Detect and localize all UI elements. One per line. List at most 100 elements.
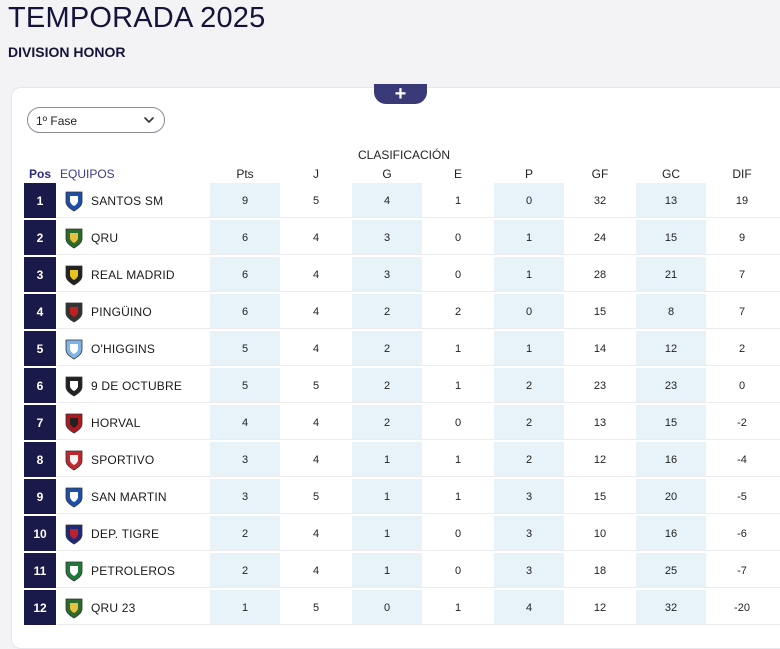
e-cell: 0 xyxy=(454,527,462,540)
p-cell: 1 xyxy=(494,257,564,292)
team-name: QRU xyxy=(91,230,119,245)
team-name: QRU 23 xyxy=(91,600,136,615)
team-name: SPORTIVO xyxy=(91,452,155,467)
table-row[interactable]: 12 QRU 23 1 5 0 1 4 12 32 -20 xyxy=(24,590,780,625)
pts-cell: 2 xyxy=(210,516,280,551)
g-cell: 1 xyxy=(352,516,422,551)
team-cell[interactable]: PETROLEROS xyxy=(57,553,209,588)
team-cell[interactable]: QRU xyxy=(57,220,209,255)
e-cell: 1 xyxy=(454,194,462,207)
table-row[interactable]: 9 SAN MARTIN 3 5 1 1 3 15 20 -5 xyxy=(24,479,780,514)
gf-cell: 12 xyxy=(593,601,607,614)
table-row[interactable]: 6 9 DE OCTUBRE 5 5 2 1 2 23 23 0 xyxy=(24,368,780,403)
table-row[interactable]: 3 REAL MADRID 6 4 3 0 1 28 21 7 xyxy=(24,257,780,292)
gf-cell: 13 xyxy=(593,416,607,429)
row-divider xyxy=(57,291,780,292)
dif-cell: -5 xyxy=(737,490,747,503)
p-cell: 3 xyxy=(494,516,564,551)
gf-cell: 24 xyxy=(593,231,607,244)
expand-button[interactable]: + xyxy=(374,84,427,104)
gc-cell: 21 xyxy=(636,257,706,292)
gf-cell: 15 xyxy=(593,490,607,503)
g-cell: 3 xyxy=(352,257,422,292)
dif-cell: 0 xyxy=(738,379,746,392)
phase-select-value: 1º Fase xyxy=(36,114,78,128)
e-cell: 2 xyxy=(454,305,462,318)
gc-cell: 25 xyxy=(636,553,706,588)
e-cell: 1 xyxy=(454,379,462,392)
position-cell: 7 xyxy=(24,405,56,440)
team-cell[interactable]: SPORTIVO xyxy=(57,442,209,477)
table-row[interactable]: 11 PETROLEROS 2 4 1 0 3 18 25 -7 xyxy=(24,553,780,588)
sportivo-crest xyxy=(63,449,85,471)
pts-cell: 5 xyxy=(210,331,280,366)
e-cell: 1 xyxy=(454,453,462,466)
pts-cell: 3 xyxy=(210,479,280,514)
position-cell: 6 xyxy=(24,368,56,403)
table-row[interactable]: 8 SPORTIVO 3 4 1 1 2 12 16 -4 xyxy=(24,442,780,477)
team-cell[interactable]: O'HIGGINS xyxy=(57,331,209,366)
pts-cell: 5 xyxy=(210,368,280,403)
team-cell[interactable]: DEP. TIGRE xyxy=(57,516,209,551)
g-cell: 2 xyxy=(352,405,422,440)
position-cell: 4 xyxy=(24,294,56,329)
p-cell: 2 xyxy=(494,368,564,403)
team-name: PINGÜINO xyxy=(91,304,152,319)
team-cell[interactable]: QRU 23 xyxy=(57,590,209,625)
gf-cell: 23 xyxy=(593,379,607,392)
header-j: J xyxy=(313,167,319,181)
position-cell: 3 xyxy=(24,257,56,292)
team-name: SANTOS SM xyxy=(91,193,164,208)
j-cell: 5 xyxy=(312,379,320,392)
team-name: 9 DE OCTUBRE xyxy=(91,378,183,393)
division-subtitle: DIVISION HONOR xyxy=(8,44,126,60)
table-row[interactable]: 1 SANTOS SM 9 5 4 1 0 32 13 19 xyxy=(24,183,780,218)
team-name: REAL MADRID xyxy=(91,267,175,282)
table-row[interactable]: 7 HORVAL 4 4 2 0 2 13 15 -2 xyxy=(24,405,780,440)
gf-cell: 28 xyxy=(593,268,607,281)
qru-23-crest xyxy=(63,597,85,619)
team-cell[interactable]: SANTOS SM xyxy=(57,183,209,218)
e-cell: 1 xyxy=(454,342,462,355)
row-divider xyxy=(57,513,780,514)
standings-section-label: CLASIFICACIÓN xyxy=(358,148,451,162)
team-cell[interactable]: SAN MARTIN xyxy=(57,479,209,514)
p-cell: 3 xyxy=(494,479,564,514)
header-p: P xyxy=(524,167,533,181)
gc-cell: 20 xyxy=(636,479,706,514)
header-pts: Pts xyxy=(236,167,254,181)
p-cell: 4 xyxy=(494,590,564,625)
phase-select[interactable]: 1º Fase xyxy=(27,107,165,133)
gc-cell: 12 xyxy=(636,331,706,366)
dep-tigre-crest xyxy=(63,523,85,545)
j-cell: 4 xyxy=(312,305,320,318)
table-row[interactable]: 5 O'HIGGINS 5 4 2 1 1 14 12 2 xyxy=(24,331,780,366)
team-cell[interactable]: PINGÜINO xyxy=(57,294,209,329)
santos-sm-crest xyxy=(63,190,85,212)
gf-cell: 10 xyxy=(593,527,607,540)
j-cell: 4 xyxy=(312,453,320,466)
gf-cell: 12 xyxy=(593,453,607,466)
gc-cell: 15 xyxy=(636,220,706,255)
position-cell: 11 xyxy=(24,553,56,588)
team-cell[interactable]: HORVAL xyxy=(57,405,209,440)
j-cell: 5 xyxy=(312,194,320,207)
table-row[interactable]: 2 QRU 6 4 3 0 1 24 15 9 xyxy=(24,220,780,255)
pts-cell: 6 xyxy=(210,220,280,255)
page-title: TEMPORADA 2025 xyxy=(8,2,266,34)
team-cell[interactable]: REAL MADRID xyxy=(57,257,209,292)
row-divider xyxy=(57,624,780,625)
row-divider xyxy=(57,328,780,329)
row-divider xyxy=(57,550,780,551)
table-row[interactable]: 10 DEP. TIGRE 2 4 1 0 3 10 16 -6 xyxy=(24,516,780,551)
table-row[interactable]: 4 PINGÜINO 6 4 2 2 0 15 8 7 xyxy=(24,294,780,329)
dif-cell: -2 xyxy=(737,416,747,429)
g-cell: 1 xyxy=(352,479,422,514)
dif-cell: -4 xyxy=(737,453,747,466)
team-name: O'HIGGINS xyxy=(91,341,156,356)
pts-cell: 6 xyxy=(210,294,280,329)
gc-cell: 16 xyxy=(636,516,706,551)
team-cell[interactable]: 9 DE OCTUBRE xyxy=(57,368,209,403)
j-cell: 4 xyxy=(312,342,320,355)
row-divider xyxy=(57,254,780,255)
